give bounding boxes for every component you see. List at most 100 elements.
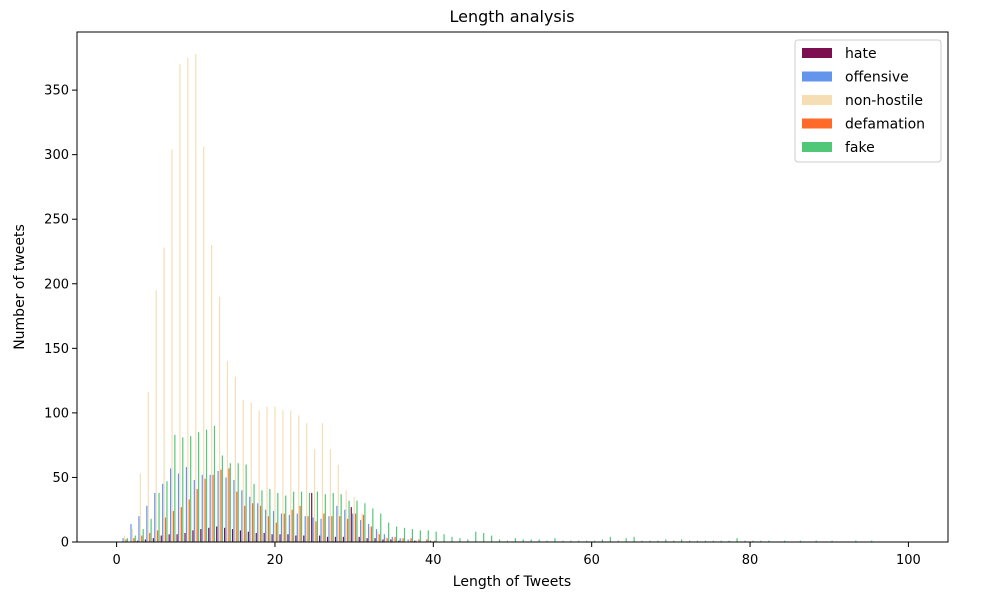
bar-defamation-3 <box>141 535 143 542</box>
bar-fake-95 <box>871 540 873 542</box>
bar-fake-27 <box>332 492 334 542</box>
bar-defamation-24 <box>307 516 309 542</box>
bar-fake-49 <box>506 540 509 542</box>
bar-fake-61 <box>601 539 604 542</box>
bar-fake-22 <box>293 491 295 542</box>
bar-offensive-33 <box>375 529 378 542</box>
bar-fake-51 <box>522 539 524 542</box>
bar-hate-23 <box>295 535 297 542</box>
bar-fake-2 <box>134 535 136 542</box>
y-tick-label: 150 <box>44 342 69 357</box>
bar-fake-60 <box>593 540 596 542</box>
bar-offensive-23 <box>296 513 298 542</box>
bar-non-hostile-23 <box>298 415 300 542</box>
bar-offensive-30 <box>352 513 354 542</box>
bar-offensive-16 <box>241 490 243 542</box>
bar-defamation-9 <box>188 499 190 542</box>
bar-fake-17 <box>253 483 255 542</box>
bar-fake-74 <box>704 540 706 542</box>
bar-non-hostile-12 <box>211 245 213 543</box>
bar-fake-93 <box>855 540 857 542</box>
bar-offensive-9 <box>185 467 188 542</box>
bar-non-hostile-24 <box>306 423 308 542</box>
bar-hate-9 <box>184 532 186 542</box>
bar-fake-15 <box>237 463 239 542</box>
bar-fake-63 <box>617 540 619 542</box>
bar-hate-22 <box>287 534 289 542</box>
bar-defamation-19 <box>267 516 270 542</box>
bar-defamation-11 <box>204 478 206 542</box>
bar-hate-16 <box>239 530 242 542</box>
bar-offensive-1 <box>122 538 124 542</box>
bar-hate-12 <box>208 527 210 542</box>
bar-offensive-37 <box>407 539 409 542</box>
legend-label-offensive: offensive <box>845 70 909 86</box>
bar-offensive-18 <box>257 503 259 542</box>
bar-non-hostile-19 <box>266 406 268 542</box>
bar-hate-20 <box>271 534 273 542</box>
bar-fake-1 <box>126 538 128 542</box>
bar-defamation-1 <box>125 539 127 542</box>
bar-fake-26 <box>324 494 326 542</box>
bar-defamation-5 <box>157 530 159 542</box>
bar-hate-21 <box>279 534 281 542</box>
bar-fake-33 <box>380 513 382 542</box>
bar-non-hostile-16 <box>242 399 244 542</box>
bar-offensive-6 <box>162 483 164 542</box>
bar-offensive-32 <box>367 523 370 542</box>
bar-fake-4 <box>150 518 152 542</box>
bar-fake-70 <box>673 540 675 542</box>
bar-fake-19 <box>269 489 271 542</box>
bar-offensive-29 <box>344 509 346 542</box>
bar-fake-30 <box>356 500 358 542</box>
bar-fake-6 <box>166 481 168 542</box>
bar-fake-25 <box>316 491 318 542</box>
x-tick-label: 80 <box>742 553 759 568</box>
bar-fake-36 <box>403 527 406 542</box>
bar-non-hostile-9 <box>187 57 189 542</box>
bar-fake-66 <box>641 540 643 542</box>
bar-fake-52 <box>530 539 532 542</box>
chart-title: Length analysis <box>449 7 574 26</box>
bar-defamation-26 <box>323 513 325 542</box>
bar-fake-77 <box>728 540 730 542</box>
bar-fake-80 <box>752 540 754 542</box>
y-tick-label: 350 <box>44 84 69 99</box>
bar-offensive-17 <box>249 496 251 542</box>
bar-offensive-2 <box>130 523 132 542</box>
bar-fake-14 <box>229 463 231 542</box>
bar-offensive-27 <box>328 516 330 542</box>
bar-offensive-34 <box>383 534 385 542</box>
bar-non-hostile-36 <box>401 539 403 542</box>
legend-swatch-non-hostile <box>802 95 832 105</box>
bar-offensive-25 <box>312 517 314 542</box>
bars-layer <box>122 53 873 543</box>
legend-swatch-fake <box>802 142 832 152</box>
bar-fake-39 <box>427 530 429 542</box>
bar-fake-42 <box>451 536 453 542</box>
bar-fake-45 <box>475 531 477 542</box>
bar-defamation-36 <box>402 538 404 542</box>
bar-non-hostile-22 <box>290 410 292 542</box>
y-axis-label: Number of tweets <box>12 224 28 350</box>
bar-fake-7 <box>174 434 176 542</box>
bar-non-hostile-35 <box>393 538 395 542</box>
bar-offensive-21 <box>280 513 283 542</box>
bar-hate-24 <box>303 535 305 542</box>
y-tick-label: 0 <box>61 536 69 551</box>
bar-fake-67 <box>649 540 651 542</box>
bar-defamation-33 <box>378 534 380 542</box>
bar-fake-58 <box>578 540 580 542</box>
bar-fake-10 <box>198 432 200 542</box>
bar-offensive-14 <box>225 477 227 542</box>
bar-fake-64 <box>625 538 627 542</box>
bar-fake-31 <box>364 503 366 542</box>
bar-offensive-22 <box>288 514 290 542</box>
bar-fake-84 <box>783 540 786 542</box>
bar-fake-29 <box>348 500 350 542</box>
bar-fake-65 <box>633 536 635 542</box>
bar-non-hostile-7 <box>171 149 173 543</box>
bar-defamation-15 <box>236 491 238 542</box>
bar-non-hostile-10 <box>195 53 197 542</box>
